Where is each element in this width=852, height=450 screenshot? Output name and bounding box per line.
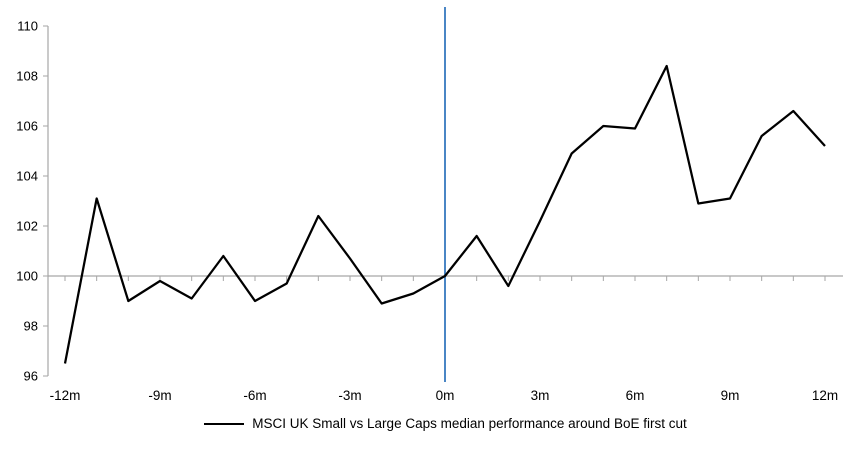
legend-label: MSCI UK Small vs Large Caps median perfo… [252, 416, 687, 431]
y-tick-label: 104 [16, 169, 38, 184]
x-tick-label: 6m [626, 388, 645, 403]
x-tick-label: 3m [531, 388, 550, 403]
x-tick-label: -6m [243, 388, 266, 403]
y-tick-label: 98 [24, 319, 38, 334]
y-tick-label: 110 [17, 19, 38, 34]
x-tick-label: 12m [812, 388, 838, 403]
y-tick-label: 108 [16, 69, 38, 84]
y-tick-label: 106 [16, 119, 38, 134]
legend-line-swatch [204, 422, 245, 425]
y-tick-label: 102 [16, 219, 38, 234]
y-tick-label: 96 [24, 369, 38, 384]
x-tick-label: 0m [436, 388, 455, 403]
y-tick-label: 100 [16, 269, 38, 284]
x-tick-label: -3m [338, 388, 361, 403]
x-tick-label: -12m [50, 388, 81, 403]
x-tick-label: 9m [721, 388, 740, 403]
series-line [63, 64, 826, 364]
x-tick-label: -9m [148, 388, 171, 403]
legend: MSCI UK Small vs Large Caps median perfo… [48, 416, 843, 431]
